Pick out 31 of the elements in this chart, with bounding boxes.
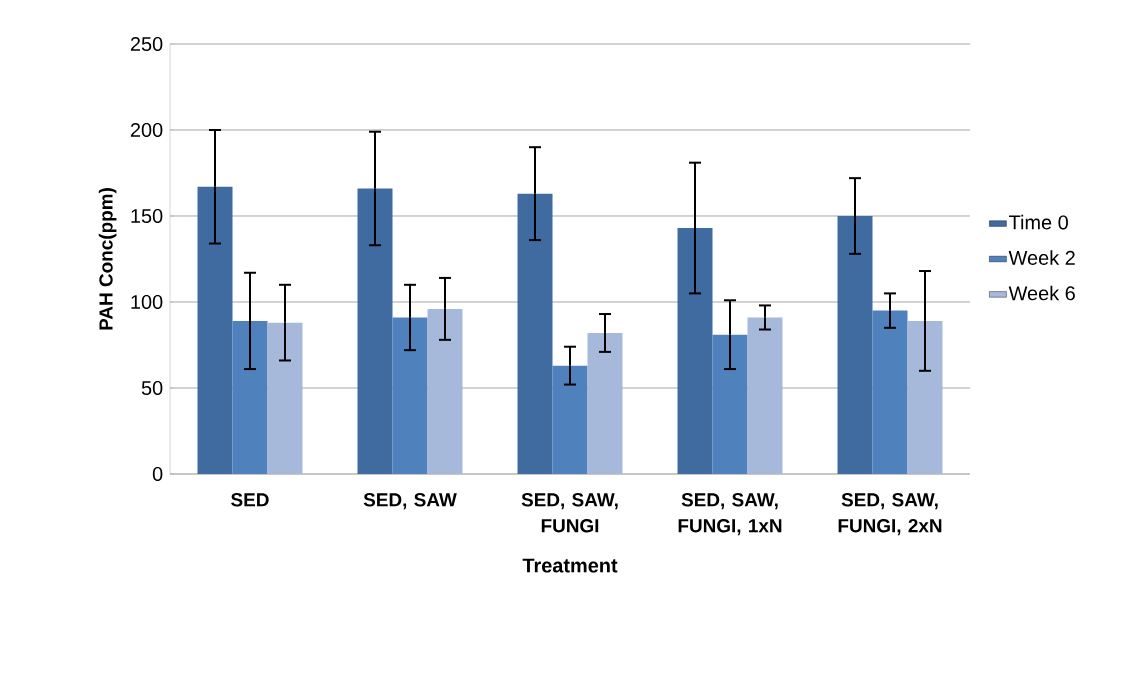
y-tick-label: 0 — [152, 466, 163, 482]
y-tick-label: 250 — [130, 36, 163, 52]
bar — [392, 317, 428, 474]
x-tick-label: SED, SAW, FUNGI, 2xN — [838, 493, 942, 536]
legend-label: Week 2 — [1008, 250, 1075, 265]
y-tick-label: 150 — [131, 208, 163, 224]
bar — [197, 186, 233, 474]
legend-label: Week 6 — [1008, 285, 1075, 301]
bar — [907, 320, 943, 474]
bar — [712, 334, 748, 474]
legend-label: Time 0 — [1009, 214, 1068, 230]
y-tick-label: 50 — [141, 380, 163, 396]
x-axis-title: Treatment — [522, 558, 618, 573]
x-tick-label: SED, SAW — [363, 493, 457, 510]
bar — [357, 188, 393, 474]
x-tick-label: SED — [231, 493, 269, 507]
bar — [677, 228, 713, 474]
bar — [552, 365, 588, 474]
bar — [872, 310, 908, 474]
bar — [232, 320, 268, 474]
x-tick-label: SED, SAW, FUNGI, 1xN — [678, 493, 782, 536]
y-tick-label: 100 — [131, 294, 163, 310]
bar — [517, 193, 553, 474]
bar — [837, 216, 873, 474]
bar — [427, 308, 463, 474]
y-tick-label: 200 — [130, 122, 163, 138]
bar — [587, 332, 623, 474]
bar — [267, 322, 303, 474]
x-tick-label: SED, SAW, FUNGI — [521, 493, 618, 533]
y-axis-title: PAH Conc(ppm) — [98, 188, 117, 330]
bar — [747, 317, 783, 474]
